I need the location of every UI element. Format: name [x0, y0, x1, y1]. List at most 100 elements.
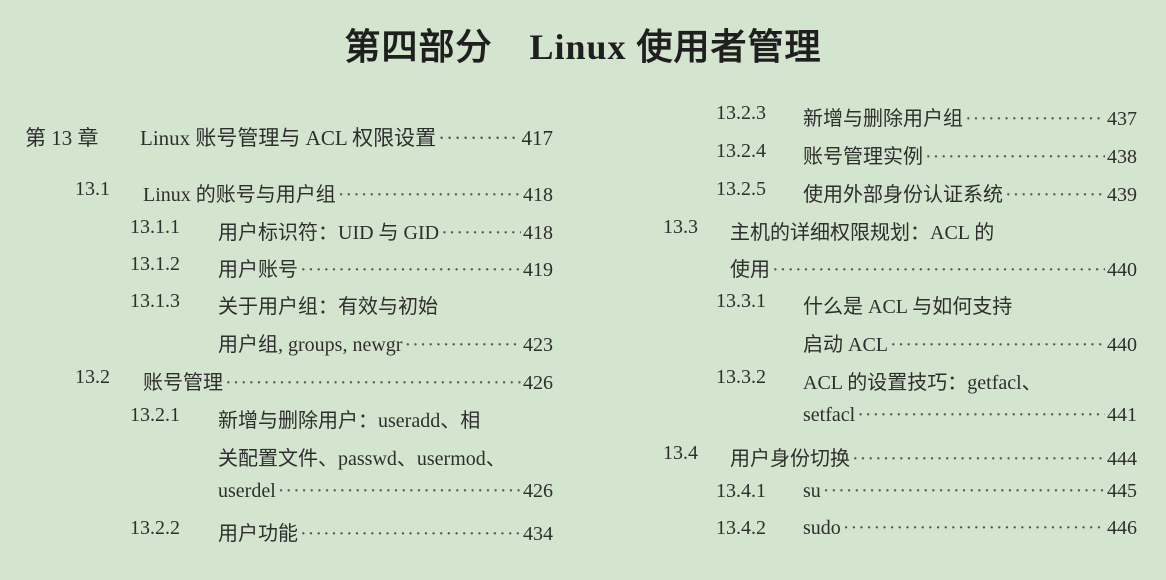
leader-dots: [857, 404, 1105, 427]
page-number: 437: [1107, 108, 1137, 130]
entry-title: 账号管理实例: [803, 146, 923, 168]
page-number: 423: [523, 334, 553, 356]
toc-entry: setfacl 441: [0, 404, 1137, 434]
page-number: 418: [523, 184, 553, 206]
entry-title-line: su 445: [803, 480, 1137, 503]
toc-entry: 关配置文件、passwd、usermod、: [0, 442, 553, 472]
toc-entry: 使用 440: [0, 253, 1137, 283]
entry-title: 使用: [730, 259, 770, 281]
leader-dots: [890, 334, 1105, 357]
entry-title: su: [803, 480, 821, 502]
toc-entry: 13.2.3 新增与删除用户组 437: [0, 102, 1137, 132]
entry-title-line: 使用外部身份认证系统 439: [803, 178, 1137, 207]
section-number: 13.4.2: [716, 517, 766, 539]
page-number: 444: [1107, 448, 1137, 470]
section-number: 13.2.5: [716, 178, 766, 200]
toc-entry: 13.2.1 新增与删除用户：useradd、相: [0, 404, 553, 434]
entry-title: 用户组, groups, newgr: [218, 334, 403, 356]
page-number: 417: [521, 126, 554, 150]
toc-entry: 启动 ACL 440: [0, 328, 1137, 358]
section-number: 13.1.1: [130, 216, 180, 238]
page-number: 438: [1107, 146, 1137, 168]
leader-dots: [843, 517, 1105, 540]
section-number: 13.2: [75, 366, 110, 388]
toc-entry: 13.3.2 ACL 的设置技巧：getfacl、: [0, 366, 1137, 396]
leader-dots: [823, 480, 1105, 503]
leader-dots: [965, 108, 1105, 131]
toc-entry: 13.2.4 账号管理实例 438: [0, 140, 1137, 170]
page-number: 419: [523, 259, 553, 281]
entry-title: 使用外部身份认证系统: [803, 184, 1003, 206]
entry-title: 新增与删除用户组: [803, 108, 963, 130]
entry-title: 账号管理: [143, 372, 223, 394]
entry-title: 用户功能: [218, 523, 298, 545]
entry-title-line: Linux 的账号与用户组 418: [143, 178, 553, 207]
entry-title: ACL 的设置技巧：getfacl、: [803, 372, 1042, 394]
entry-title: Linux 的账号与用户组: [143, 184, 336, 206]
toc-entry: 用户组, groups, newgr 423: [0, 328, 553, 358]
toc-entry: 13.4.2 sudo 446: [0, 517, 1137, 547]
toc-entry: 13.3 主机的详细权限规划：ACL 的: [0, 216, 1137, 246]
entry-title-line: 关配置文件、passwd、usermod、: [218, 442, 506, 471]
toc-entry: 13.2.2 用户功能 434: [0, 517, 553, 547]
section-number: 13.3.2: [716, 366, 766, 388]
entry-title: sudo: [803, 517, 841, 539]
entry-title-line: 启动 ACL 440: [803, 328, 1137, 357]
entry-title: 用户身份切换: [730, 448, 850, 470]
toc-entry: 13.3.1 什么是 ACL 与如何支持: [0, 290, 1137, 320]
section-number: 13.1.2: [130, 253, 180, 275]
section-number: 13.1.3: [130, 290, 180, 312]
section-number: 13.2.1: [130, 404, 180, 426]
entry-title-line: 使用 440: [730, 253, 1137, 282]
entry-title: Linux 账号管理与 ACL 权限设置: [140, 126, 437, 150]
entry-title: 关于用户组：有效与初始: [218, 296, 438, 318]
entry-title-line: setfacl 441: [803, 404, 1137, 427]
section-number: 13.3.1: [716, 290, 766, 312]
toc-entry: 13.2.5 使用外部身份认证系统 439: [0, 178, 1137, 208]
entry-title: setfacl: [803, 404, 856, 426]
entry-title-line: 什么是 ACL 与如何支持: [803, 290, 1012, 319]
leader-dots: [925, 146, 1105, 169]
page-number: 441: [1107, 404, 1137, 426]
section-number: 13.1: [75, 178, 110, 200]
entry-title-line: 用户身份切换 444: [730, 442, 1137, 471]
section-number: 13.4.1: [716, 480, 766, 502]
entry-title-line: 用户标识符：UID 与 GID 418: [218, 216, 553, 245]
toc-entry: 13.1 Linux 的账号与用户组 418: [0, 178, 553, 208]
page-number: 440: [1107, 334, 1137, 356]
section-number: 13.3: [663, 216, 698, 238]
entry-title-line: 账号管理 426: [143, 366, 553, 395]
entry-title: userdel: [218, 480, 276, 502]
page-number: 440: [1107, 259, 1137, 281]
entry-title-line: 用户功能 434: [218, 517, 553, 546]
entry-title-line: 账号管理实例 438: [803, 140, 1137, 169]
page-number: 426: [523, 372, 553, 394]
section-number: 第 13 章: [25, 126, 99, 150]
page-number: 446: [1107, 517, 1137, 539]
leader-dots: [772, 259, 1105, 282]
section-number: 13.2.3: [716, 102, 766, 124]
entry-title-line: sudo 446: [803, 517, 1137, 540]
entry-title: 启动 ACL: [803, 334, 888, 356]
section-number: 13.2.2: [130, 517, 180, 539]
entry-title-line: Linux 账号管理与 ACL 权限设置 417: [140, 122, 553, 152]
toc-entry: 13.4 用户身份切换 444: [0, 442, 1137, 472]
entry-title-line: 新增与删除用户：useradd、相: [218, 404, 480, 433]
entry-title: 主机的详细权限规划：ACL 的: [730, 222, 995, 244]
toc-entry: userdel 426: [0, 480, 553, 510]
toc-entry: 13.2 账号管理 426: [0, 366, 553, 396]
entry-title-line: 新增与删除用户组 437: [803, 102, 1137, 131]
entry-title-line: 用户组, groups, newgr 423: [218, 328, 553, 357]
leader-dots: [852, 448, 1105, 471]
section-number: 13.4: [663, 442, 698, 464]
entry-title-line: 关于用户组：有效与初始: [218, 290, 438, 319]
leader-dots: [1005, 184, 1105, 207]
toc-entry: 13.1.1 用户标识符：UID 与 GID 418: [0, 216, 553, 246]
entry-title: 新增与删除用户：useradd、相: [218, 410, 481, 432]
chapter-entry: 第 13 章 Linux 账号管理与 ACL 权限设置 417: [0, 122, 553, 152]
toc-entry: 13.4.1 su 445: [0, 480, 1137, 510]
page-number: 434: [523, 523, 553, 545]
entry-title-line: userdel 426: [218, 480, 553, 503]
page-number: 445: [1107, 480, 1137, 502]
toc-entry: 13.1.2 用户账号 419: [0, 253, 553, 283]
